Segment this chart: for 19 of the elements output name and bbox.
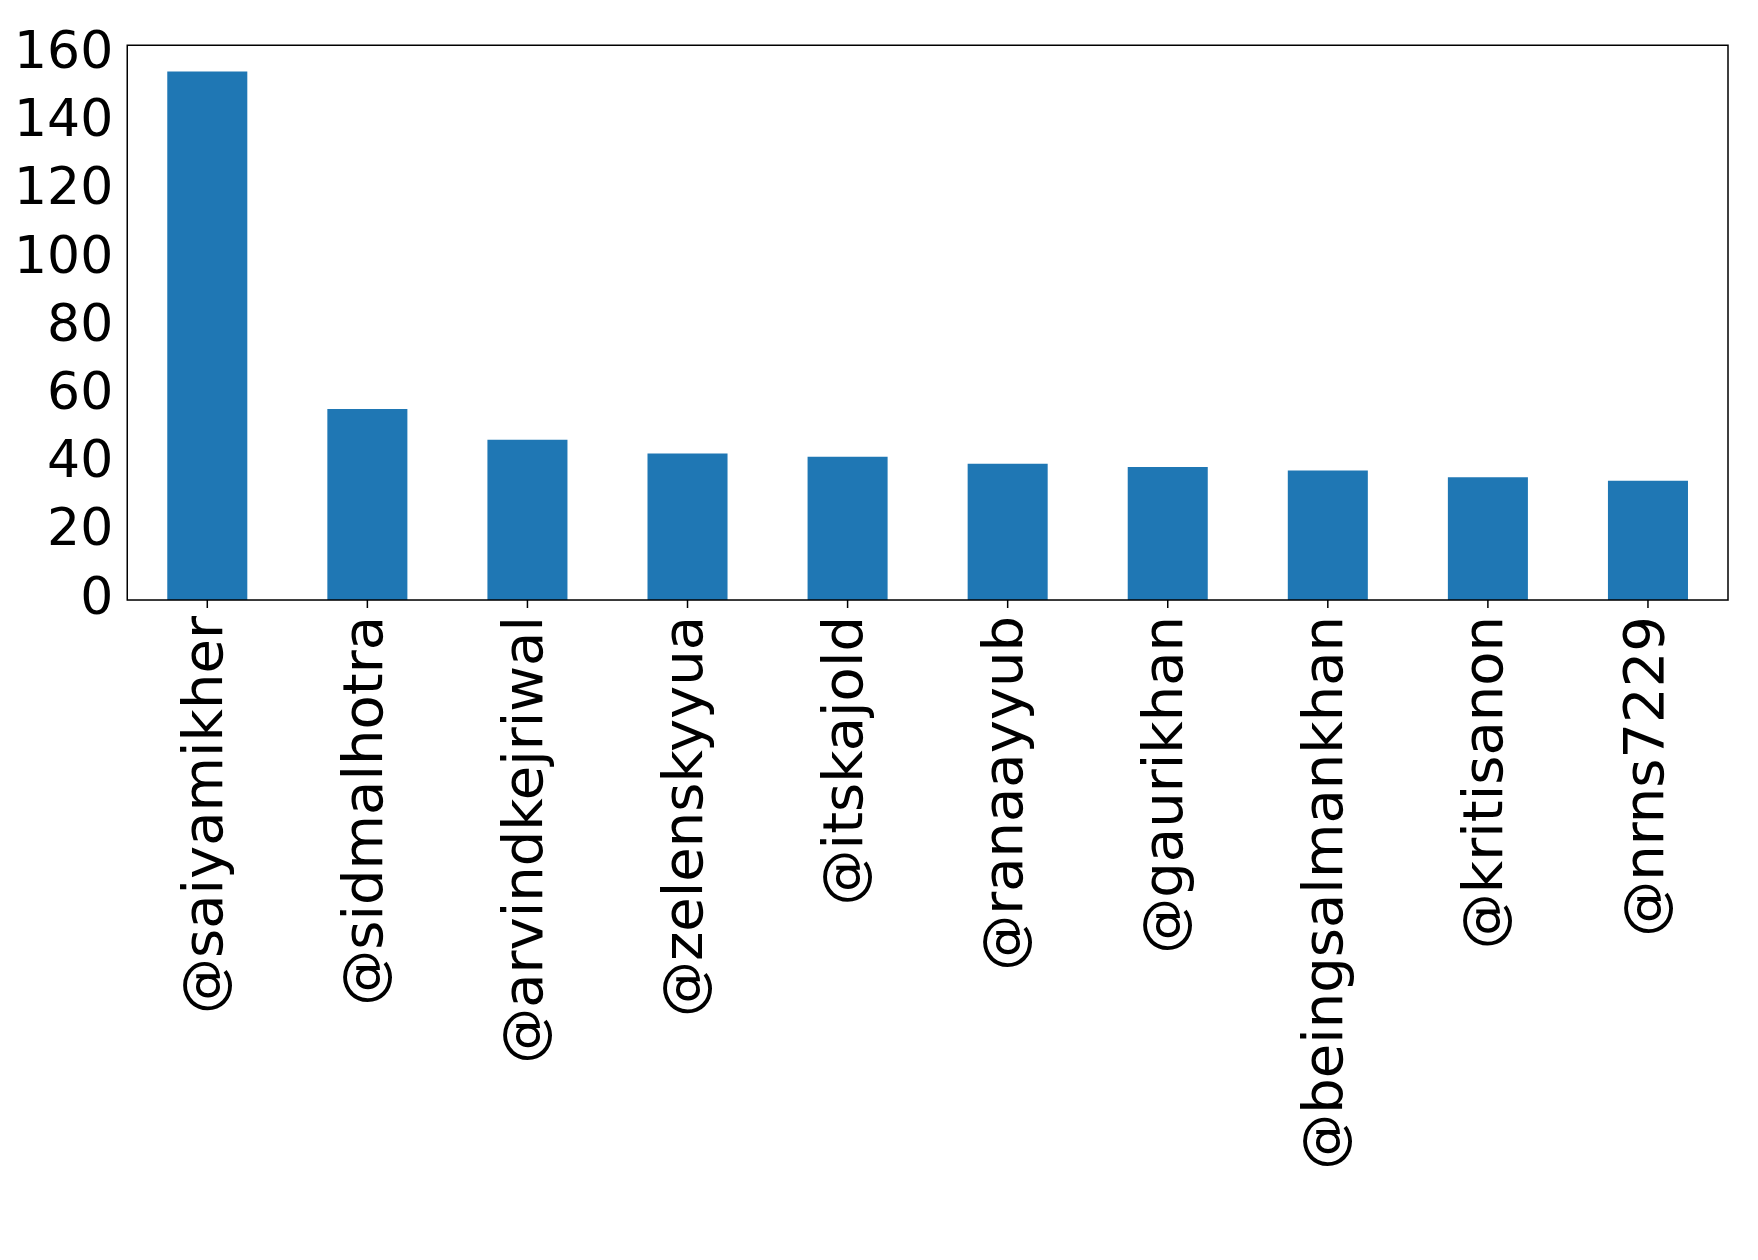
x-tick-label: @ranaayyub (970, 616, 1036, 971)
y-tick-label: 80 (47, 292, 114, 353)
x-tick-label: @zelenskyyua (650, 616, 716, 1018)
y-tick-label: 40 (47, 429, 114, 490)
x-tick-label: @kritisanon (1450, 616, 1516, 950)
x-tick-label: @itskajold (810, 616, 876, 906)
x-tick-label: @gaurikhan (1130, 616, 1196, 954)
y-tick-label: 60 (47, 360, 114, 421)
x-tick-label: @saiyamikher (169, 615, 235, 1015)
y-tick-label: 100 (13, 224, 114, 285)
y-tick-label: 140 (13, 88, 114, 149)
y-tick-label: 20 (47, 497, 114, 558)
x-tick-label: @nrns7229 (1610, 616, 1676, 937)
y-tick-label: 120 (13, 156, 114, 217)
x-tick-label: @beingsalmankhan (1290, 616, 1356, 1170)
y-tick-label: 0 (80, 565, 114, 626)
y-tick-label: 160 (13, 20, 114, 81)
x-tick-label: @arvindkejriwal (489, 616, 555, 1064)
x-tick-label: @sidmalhotra (329, 616, 395, 1006)
